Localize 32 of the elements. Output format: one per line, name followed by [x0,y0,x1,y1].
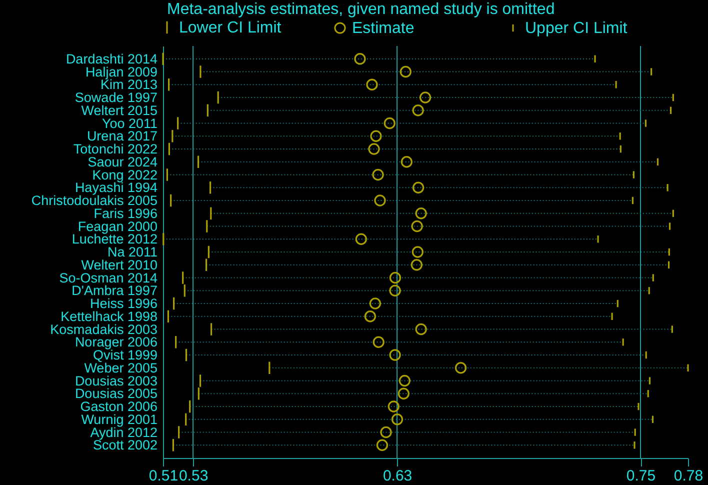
y-tick-label: Dousias 2003 [74,373,158,388]
y-tick-label: Heiss 1996 [90,296,158,311]
y-tick-label: Kosmadakis 2003 [50,322,158,337]
x-tick-label: 0.53 [178,468,208,484]
y-tick-label: Dousias 2005 [74,386,158,402]
y-tick-label: Haljan 2009 [85,64,158,80]
y-tick-label: Feagan 2000 [78,218,158,234]
y-tick-label: D'Ambra 1997 [72,283,158,298]
y-tick-label: Urena 2017 [86,128,158,144]
y-tick-label: Yoo 2011 [102,116,158,131]
y-tick-label: Weltert 2015 [81,102,158,118]
y-tick-label: Na 2011 [107,244,158,260]
legend-label: Lower CI Limit [179,19,282,36]
x-tick-label: 0.78 [674,468,704,484]
y-tick-label: Sowade 1997 [74,90,158,105]
y-tick-label: So-Osman 2014 [59,270,158,286]
y-tick-label: Totonchi 2022 [73,142,158,156]
y-tick-label: Wurnig 2001 [81,412,158,427]
x-tick-label: 0.75 [626,468,656,484]
legend-label: Estimate [352,20,414,37]
y-tick-label: Dardashti 2014 [66,51,158,66]
y-tick-label: Norager 2006 [74,334,158,350]
y-tick-label: Kettelhack 1998 [60,308,158,324]
y-tick-label: Weltert 2010 [81,257,158,272]
legend-label: Upper CI Limit [525,20,628,37]
y-tick-label: Gaston 2006 [80,399,158,414]
chart-title: Meta-analysis estimates, given named study is omitted [167,1,555,18]
y-tick-label: Kong 2022 [92,167,158,182]
x-tick-label: 0.51 [148,468,178,484]
x-tick-label: 0.63 [382,468,412,484]
y-tick-label: Saour 2024 [88,154,158,170]
y-tick-label: Faris 1996 [94,206,158,221]
